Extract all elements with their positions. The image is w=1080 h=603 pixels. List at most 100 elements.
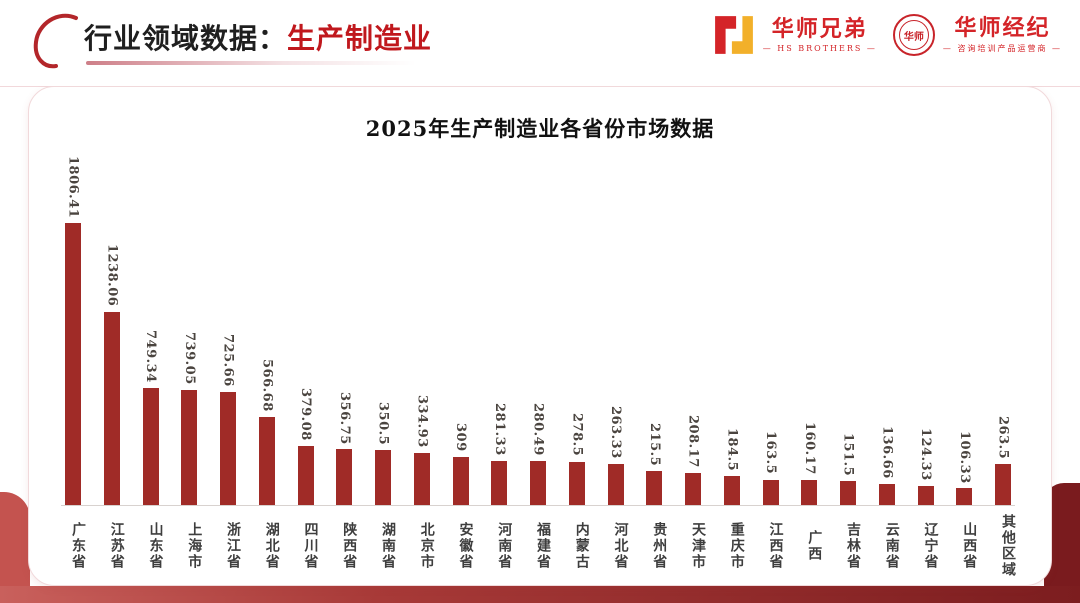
bar-value-label: 106.33 — [956, 430, 972, 484]
category-label: 江苏省 — [108, 522, 125, 570]
bar-value-label: 215.5 — [646, 423, 662, 467]
bar-value-label: 379.08 — [298, 388, 313, 441]
bar-column: 263.5 — [991, 416, 1015, 505]
bar — [685, 472, 701, 505]
bar-column: 106.33 — [952, 431, 976, 505]
bar-column: 215.5 — [642, 423, 666, 505]
bar-column: 739.05 — [177, 332, 201, 505]
header: 行业领域数据：生产制造业 华师兄弟 — HS BROTHERS — 华师 华师经… — [0, 0, 1080, 86]
category-label: 广东省 — [70, 522, 86, 570]
title-underline-decor — [86, 61, 416, 65]
bar-column: 151.5 — [836, 433, 860, 505]
bar-column: 749.34 — [139, 330, 163, 505]
bar — [646, 471, 663, 505]
bar — [258, 416, 275, 505]
hs-brothers-monogram-icon — [714, 16, 753, 54]
bar-value-label: 151.5 — [840, 433, 856, 477]
bar — [65, 223, 81, 505]
bar-column: 379.08 — [294, 388, 318, 505]
bar — [530, 461, 546, 505]
category-label: 贵州省 — [651, 522, 668, 570]
bar — [142, 388, 159, 505]
bar-value-label: 124.33 — [918, 427, 933, 481]
category-label: 陕西省 — [341, 522, 358, 570]
bar-value-label: 281.33 — [491, 403, 507, 457]
bar — [878, 483, 895, 505]
category-label: 安徽省 — [457, 522, 474, 570]
bar-column: 334.93 — [410, 395, 434, 505]
bar — [103, 311, 120, 505]
bar-column: 136.66 — [875, 426, 899, 505]
category-label: 山西省 — [961, 522, 978, 570]
bar-value-label: 309 — [453, 423, 468, 452]
category-label: 湖南省 — [380, 522, 396, 570]
category-label: 湖北省 — [263, 522, 280, 570]
bar-column: 160.17 — [797, 422, 821, 505]
bar-value-label: 263.5 — [995, 415, 1011, 459]
bar-column: 356.75 — [332, 392, 356, 505]
x-axis-line — [61, 505, 1015, 506]
category-label: 辽宁省 — [922, 522, 939, 570]
hs-brothers-name: 华师兄弟 — [771, 16, 868, 43]
hs-agency-name: 华师经纪 — [954, 15, 1051, 42]
bar-column: 124.33 — [914, 428, 938, 505]
bar-column: 281.33 — [487, 403, 511, 505]
bar-value-label: 356.75 — [336, 391, 352, 445]
bar — [220, 391, 236, 505]
category-label: 浙江省 — [225, 522, 241, 570]
category-label: 内蒙古 — [573, 522, 590, 570]
category-label: 重庆市 — [728, 522, 745, 570]
bar-value-label: 280.49 — [530, 403, 546, 457]
bar-value-label: 334.93 — [414, 394, 430, 448]
bar-value-label: 163.5 — [763, 431, 778, 475]
page-title-red: 生产制造业 — [287, 22, 433, 55]
category-label: 其他区域 — [1000, 514, 1016, 578]
bottom-red-band-decor — [0, 586, 1080, 603]
bar — [801, 480, 818, 505]
category-label: 山东省 — [147, 522, 164, 570]
hs-brothers-subtitle: — HS BROTHERS — — [762, 43, 877, 53]
hs-agency-logo: 华师 华师经纪 — 咨询培训产品运营商 — — [892, 14, 1062, 56]
left-red-wedge-decor — [0, 492, 30, 603]
bar-column: 163.5 — [759, 431, 783, 505]
bar — [568, 461, 585, 505]
bar-column: 263.33 — [604, 406, 628, 505]
bar-value-label: 160.17 — [801, 422, 817, 475]
bar — [995, 463, 1011, 505]
bar-column: 280.49 — [526, 403, 550, 505]
category-label: 吉林省 — [845, 522, 861, 570]
bars-area: 1806.41 1238.06 749.34 739.05 725.66 566.68 37… — [61, 153, 1015, 505]
bar-chart: 1806.41 1238.06 749.34 739.05 725.66 566.68 37… — [61, 153, 1016, 578]
bar-column: 309 — [449, 423, 473, 505]
category-label: 江西省 — [767, 522, 784, 570]
x-axis-labels: 广东省 江苏省 山东省 上海市 浙江省 湖北省 四川省 陕西省 湖南省 北京市 安徽省 河南省 福建省 内… — [61, 514, 1016, 578]
page-title: 行业领域数据：生产制造业 — [84, 17, 432, 57]
bar-value-label: 208.17 — [685, 414, 701, 468]
bar — [375, 450, 391, 505]
bar-column: 566.68 — [255, 359, 279, 505]
bar — [607, 463, 624, 505]
seal-text: 华师 — [903, 31, 924, 43]
bar-value-label: 350.5 — [375, 402, 391, 446]
bar-value-label: 739.05 — [181, 331, 197, 385]
bar-value-label: 725.66 — [220, 333, 236, 387]
bar — [491, 461, 508, 505]
bar-value-label: 1238.06 — [104, 244, 120, 307]
bar-column: 1806.41 — [61, 156, 85, 505]
category-label: 北京市 — [418, 522, 435, 570]
hs-agency-subtitle: — 咨询培训产品运营商 — — [942, 43, 1062, 53]
bar-value-label: 184.5 — [724, 427, 740, 472]
bar-value-label: 566.68 — [259, 358, 275, 412]
bar — [762, 479, 779, 505]
bar — [413, 452, 430, 505]
category-label: 河南省 — [496, 522, 513, 570]
bar-value-label: 263.33 — [608, 406, 623, 459]
bar-column: 350.5 — [371, 402, 395, 505]
bar — [917, 485, 934, 505]
header-logos: 华师兄弟 — HS BROTHERS — 华师 华师经纪 — 咨询培训产品运营商… — [713, 14, 1062, 56]
category-label: 四川省 — [302, 522, 319, 570]
page-title-black: 行业领域数据： — [84, 22, 288, 55]
bar — [956, 488, 973, 505]
category-label: 广西 — [806, 530, 823, 562]
bar-value-label: 1806.41 — [65, 155, 81, 218]
